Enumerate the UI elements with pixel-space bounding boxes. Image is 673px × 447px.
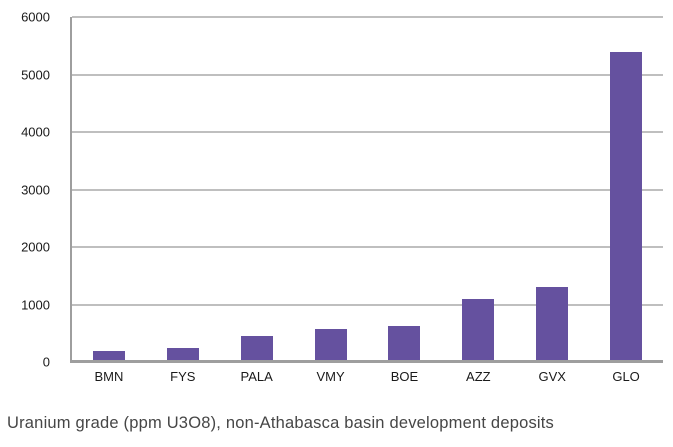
x-tick-label: GVX — [538, 369, 566, 384]
y-tick-label: 1000 — [21, 297, 50, 312]
gridline — [72, 188, 663, 191]
x-tick-label: BOE — [390, 369, 419, 384]
x-tick-label: GLO — [612, 369, 640, 384]
gridline — [72, 73, 663, 76]
y-tick-label: 3000 — [21, 182, 50, 197]
y-axis-tick-labels: 0 1000 2000 3000 4000 5000 6000 — [0, 11, 60, 369]
x-axis-tick-labels: BMN FYS PALA VMY BOE AZZ GVX GLO — [72, 369, 663, 387]
plot-area — [70, 16, 663, 363]
y-axis-line — [70, 17, 72, 363]
bar-boe — [388, 326, 421, 362]
bar-glo — [610, 51, 643, 362]
bar-pala — [240, 336, 273, 362]
bar-vmy — [314, 329, 347, 362]
x-tick-label: BMN — [94, 369, 124, 384]
y-tick-label: 2000 — [21, 239, 50, 255]
y-tick-label: 6000 — [21, 9, 50, 25]
y-tick-label: 5000 — [21, 67, 50, 82]
bar-azz — [462, 298, 495, 362]
gridline — [72, 303, 663, 306]
bar-bmn — [92, 350, 125, 362]
y-tick-label: 4000 — [21, 124, 50, 140]
x-axis-line — [70, 360, 663, 363]
x-tick-label: FYS — [170, 369, 196, 384]
bar-fys — [166, 347, 199, 362]
y-tick-label: 0 — [42, 354, 50, 370]
x-tick-label: PALA — [240, 369, 273, 384]
gridline — [72, 16, 663, 18]
x-tick-label: AZZ — [466, 369, 491, 384]
x-tick-label: VMY — [316, 369, 345, 384]
bar-gvx — [536, 287, 569, 362]
gridline — [72, 246, 663, 248]
chart-caption: Uranium grade (ppm U3O8), non-Athabasca … — [7, 414, 554, 432]
gridline — [72, 131, 663, 133]
